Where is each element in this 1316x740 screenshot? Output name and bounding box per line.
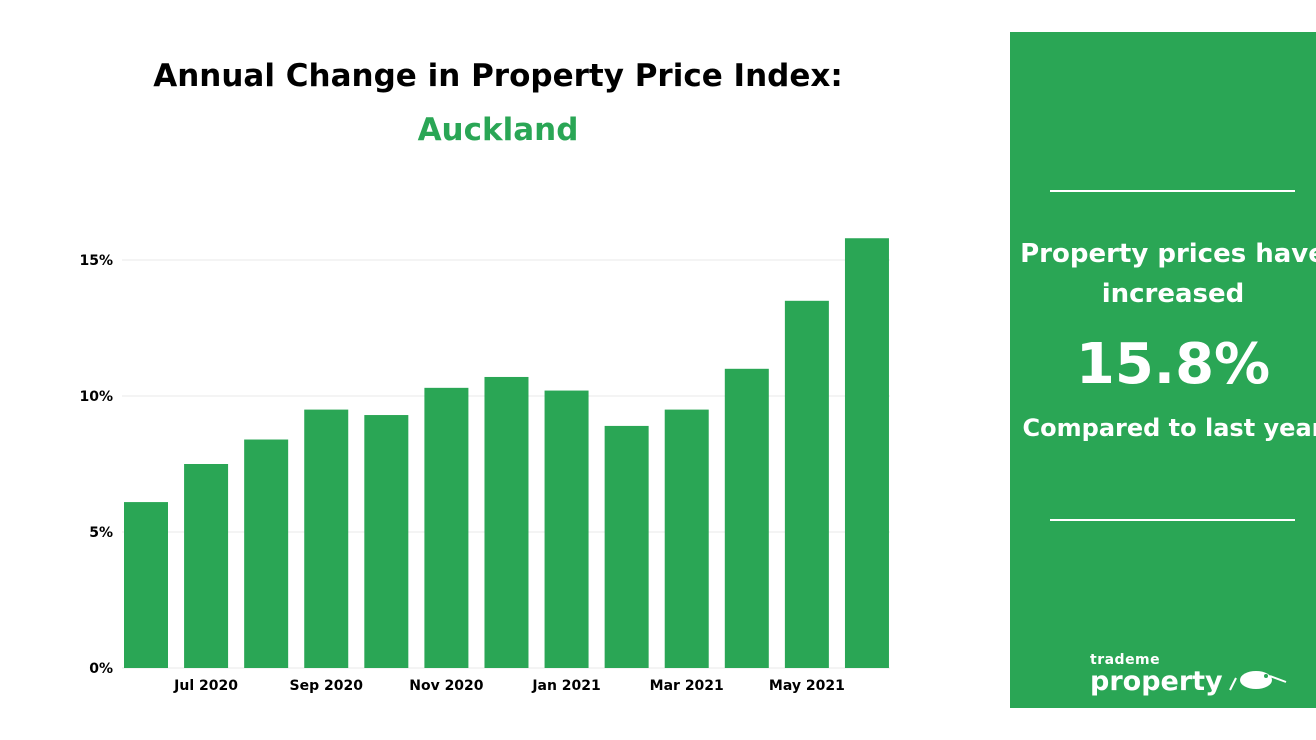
bar <box>724 368 769 668</box>
y-tick-label: 0% <box>89 661 113 677</box>
x-tick-label: Sep 2020 <box>290 678 364 694</box>
bar <box>484 376 529 668</box>
divider <box>1050 190 1295 192</box>
summary-panel: Property prices have increased 15.8% Com… <box>1010 32 1316 708</box>
panel-caption: Compared to last year <box>1022 414 1316 442</box>
x-tick-label: Jul 2020 <box>173 678 238 694</box>
x-tick-label: Jan 2021 <box>531 678 600 694</box>
bar <box>364 415 409 668</box>
y-tick-label: 10% <box>79 389 113 405</box>
bar <box>544 390 589 668</box>
chart-subtitle: Auckland <box>417 112 579 148</box>
panel-value: 15.8% <box>1075 332 1271 397</box>
divider <box>1050 519 1295 521</box>
bar <box>784 300 829 668</box>
kiwi-icon <box>1228 671 1287 691</box>
y-tick-label: 15% <box>79 253 113 269</box>
y-tick-label: 5% <box>89 525 113 541</box>
panel-headline: Property prices have increased <box>1020 239 1316 309</box>
chart-title: Annual Change in Property Price Index: <box>153 58 843 94</box>
x-tick-label: May 2021 <box>769 678 845 694</box>
bar <box>664 409 709 668</box>
bar <box>844 238 889 669</box>
trademe-property-logo: trademe property <box>1090 653 1288 696</box>
bar-chart: 0% 5% 10% 15% Jul 2020 Sep 2020 Nov 2020 Jan 20… <box>79 238 890 694</box>
x-tick-label: Nov 2020 <box>409 678 484 694</box>
bar <box>244 439 289 668</box>
bar <box>124 502 168 668</box>
x-tick-label: Mar 2021 <box>650 678 724 694</box>
bar <box>424 387 469 668</box>
bar <box>604 425 649 668</box>
bar <box>184 464 229 668</box>
bar <box>304 409 349 668</box>
